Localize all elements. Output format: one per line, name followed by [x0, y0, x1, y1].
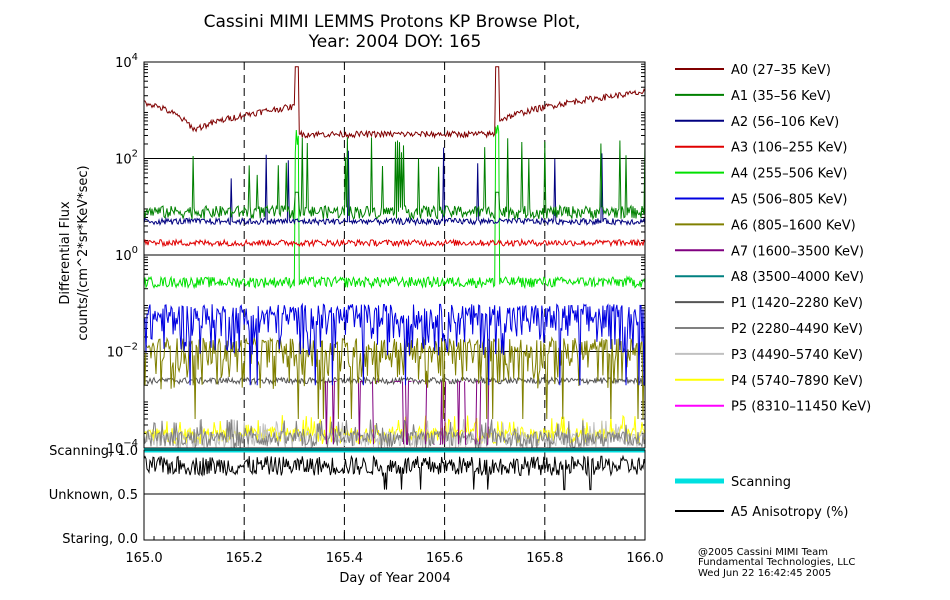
plot-frame	[143, 61, 646, 541]
legend-label: P3 (4490–5740 KeV)	[731, 348, 863, 363]
credit-line-1: @2005 Cassini MIMI Team	[698, 547, 828, 558]
series-line-a3	[143, 237, 646, 248]
x-axis-label: Day of Year 2004	[339, 571, 450, 586]
legend-label: P5 (8310–11450 KeV)	[731, 400, 871, 415]
lower-panel-label: Unknown, 0.5	[49, 488, 138, 503]
series-line-a4	[143, 124, 646, 290]
legend-label: P2 (2280–4490 KeV)	[731, 322, 863, 337]
legend-label: A1 (35–56 KeV)	[731, 89, 831, 104]
legend-label: A6 (805–1600 KeV)	[731, 218, 856, 233]
series-lines	[143, 66, 646, 450]
credit-line-2: Fundamental Technologies, LLC	[698, 557, 855, 568]
x-tick-label: 165.4	[326, 551, 363, 566]
chart-subtitle: Year: 2004 DOY: 165	[308, 32, 482, 52]
legend-label: A5 (506–805 KeV)	[731, 193, 847, 208]
y-tick-label: 10−4	[107, 438, 138, 457]
x-tick-label: 165.0	[125, 551, 162, 566]
series-line-a7	[324, 380, 491, 445]
lower-panel-labels: Scanning, 1.0 Unknown, 0.5 Staring, 0.0	[49, 444, 138, 547]
legend-label: P4 (5740–7890 KeV)	[731, 374, 863, 389]
series-line-p3	[144, 419, 646, 450]
lower-panel-label: Scanning, 1.0	[49, 444, 138, 459]
series-line-anisotropy	[143, 454, 646, 491]
series-line-p1	[143, 375, 646, 386]
y-tick-label: 104	[115, 52, 138, 71]
legend-label-anisotropy: A5 Anisotropy (%)	[731, 505, 848, 520]
series-line-p2	[143, 419, 646, 450]
series-line-a6	[143, 336, 646, 420]
legend-label-scanning: Scanning	[731, 475, 791, 490]
series-line-a5	[143, 302, 646, 386]
x-tick-label: 165.8	[526, 551, 563, 566]
legend-label: A7 (1600–3500 KeV)	[731, 244, 864, 259]
series-line-a2	[143, 147, 646, 227]
legend-label: A2 (56–106 KeV)	[731, 115, 839, 130]
series-line-a1	[143, 137, 646, 221]
y-tick-labels: 104 102 100 10−2 10−4	[107, 52, 152, 457]
x-tick-labels: 165.0 165.2 165.4 165.6 165.8 166.0	[125, 532, 664, 566]
y-tick-label: 102	[115, 149, 138, 168]
credit-line-3: Wed Jun 22 16:42:45 2005	[698, 568, 831, 579]
legend: A0 (27–35 KeV) A1 (35–56 KeV) A2 (56–106 K…	[675, 63, 871, 520]
y-axis-label-line2: counts/(cm^2*sr*KeV*sec)	[76, 165, 91, 340]
x-tick-label: 166.0	[626, 551, 663, 566]
legend-label: A3 (106–255 KeV)	[731, 141, 847, 156]
legend-label: A8 (3500–4000 KeV)	[731, 270, 864, 285]
x-tick-label: 165.2	[226, 551, 263, 566]
legend-label: A4 (255–506 KeV)	[731, 167, 847, 182]
y-axis-label-line1: Differential Flux	[58, 201, 73, 305]
lower-panel-label: Staring, 0.0	[62, 532, 138, 547]
x-tick-label: 165.6	[426, 551, 463, 566]
chart-title: Cassini MIMI LEMMS Protons KP Browse Plo…	[204, 12, 581, 32]
y-tick-label: 100	[115, 245, 138, 264]
lower-panel-frame	[143, 449, 646, 541]
series-line-a0	[143, 66, 646, 140]
y-tick-label: 10−2	[107, 342, 138, 361]
legend-label: P1 (1420–2280 KeV)	[731, 296, 863, 311]
lower-panel	[143, 447, 646, 495]
grid	[143, 62, 646, 540]
legend-label: A0 (27–35 KeV)	[731, 63, 831, 78]
